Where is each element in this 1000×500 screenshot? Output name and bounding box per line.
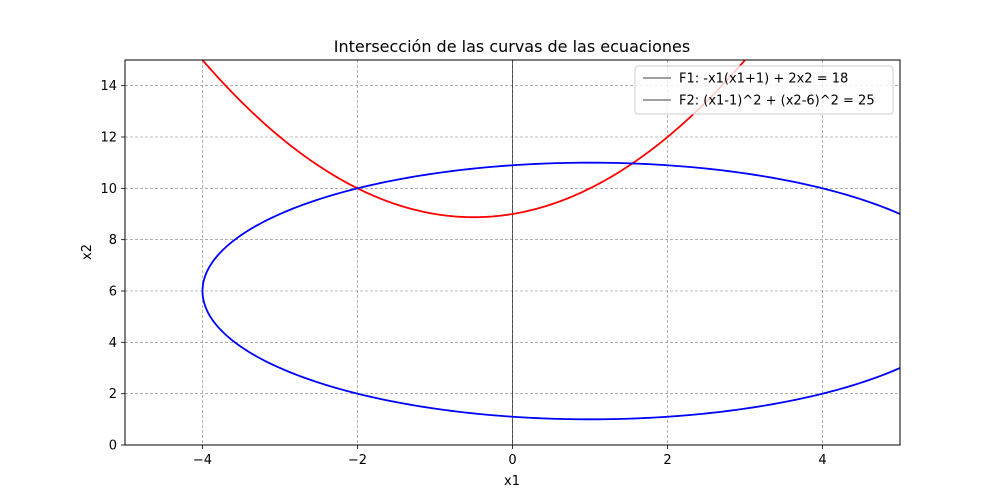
- curves: [201, 60, 900, 421]
- y-tick-label: 12: [100, 131, 117, 146]
- legend-label-f2: F2: (x1-1)^2 + (x2-6)^2 = 25: [679, 94, 875, 109]
- series-line-f2: [201, 161, 900, 421]
- y-tick-label: 6: [109, 285, 117, 300]
- y-axis-label: x2: [80, 244, 95, 260]
- legend-box: [634, 65, 894, 115]
- x-axis-ticks: −4 −2 0 2 4: [193, 445, 827, 468]
- x-tick-label: 2: [663, 453, 671, 468]
- x-tick-label: 0: [508, 453, 516, 468]
- x-tick-label: −4: [193, 453, 212, 468]
- chart-title: Intersección de las curvas de las ecuaci…: [334, 37, 690, 56]
- x-tick-label: −2: [348, 453, 367, 468]
- y-tick-label: 4: [109, 336, 117, 351]
- y-tick-label: 14: [100, 79, 117, 94]
- x-axis-label: x1: [504, 474, 520, 489]
- plot-area: [124, 59, 901, 446]
- y-tick-label: 10: [100, 182, 117, 197]
- legend-label-f1: F1: -x1(x1+1) + 2x2 = 18: [679, 72, 848, 87]
- x-tick-label: 4: [818, 453, 826, 468]
- legend: F1: -x1(x1+1) + 2x2 = 18 F2: (x1-1)^2 + …: [634, 65, 894, 115]
- y-axis-ticks: 0 2 4 6 8 10 12 14: [100, 79, 125, 454]
- series-line-f1: [201, 60, 747, 219]
- y-tick-label: 8: [109, 233, 117, 248]
- y-tick-label: 0: [109, 439, 117, 454]
- y-tick-label: 2: [109, 387, 117, 402]
